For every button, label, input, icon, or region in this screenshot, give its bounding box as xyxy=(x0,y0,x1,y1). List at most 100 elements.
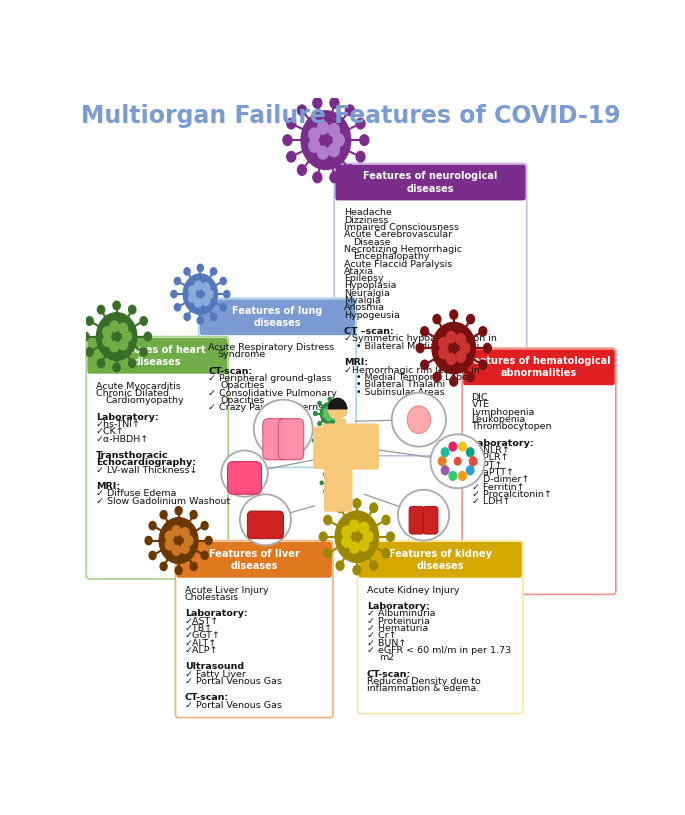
Circle shape xyxy=(326,474,341,492)
Text: Opacities: Opacities xyxy=(221,381,265,390)
Circle shape xyxy=(206,289,213,298)
Circle shape xyxy=(454,457,461,465)
Circle shape xyxy=(479,360,487,369)
FancyBboxPatch shape xyxy=(463,350,614,385)
FancyBboxPatch shape xyxy=(423,506,438,534)
FancyBboxPatch shape xyxy=(175,540,333,717)
Circle shape xyxy=(171,290,177,297)
Text: Acute Kidney Injury: Acute Kidney Injury xyxy=(367,586,460,595)
Text: ✓ Peripheral ground-glass: ✓ Peripheral ground-glass xyxy=(208,374,332,383)
Circle shape xyxy=(119,323,127,333)
Circle shape xyxy=(334,478,338,482)
Circle shape xyxy=(332,493,335,496)
FancyBboxPatch shape xyxy=(247,511,284,539)
Circle shape xyxy=(175,566,182,575)
Ellipse shape xyxy=(398,490,449,540)
Circle shape xyxy=(370,561,377,570)
FancyBboxPatch shape xyxy=(462,348,616,594)
Text: ✓ALT↑: ✓ALT↑ xyxy=(185,639,217,648)
Circle shape xyxy=(195,281,202,290)
Text: Ultrasound: Ultrasound xyxy=(185,663,244,672)
Text: ✓ BUN↑: ✓ BUN↑ xyxy=(367,639,406,648)
Circle shape xyxy=(450,310,458,319)
Text: Laboratory:: Laboratory: xyxy=(471,438,534,447)
FancyBboxPatch shape xyxy=(335,420,346,426)
Text: • Medial Temporal Lobes: • Medial Temporal Lobes xyxy=(356,373,473,382)
Text: Echocardiography:: Echocardiography: xyxy=(96,458,196,467)
Circle shape xyxy=(318,121,329,134)
Circle shape xyxy=(449,472,456,480)
Circle shape xyxy=(439,337,449,349)
Circle shape xyxy=(416,343,424,353)
Circle shape xyxy=(332,411,336,416)
Text: Ataxia: Ataxia xyxy=(344,267,374,275)
Circle shape xyxy=(202,283,210,292)
Circle shape xyxy=(439,347,449,359)
Circle shape xyxy=(433,372,441,381)
Text: ✓ Diffuse Edema: ✓ Diffuse Edema xyxy=(96,490,176,499)
Circle shape xyxy=(197,317,203,324)
Circle shape xyxy=(466,447,474,456)
Text: ✓Hemorrhagic rim lesions in: ✓Hemorrhagic rim lesions in xyxy=(344,366,480,375)
Circle shape xyxy=(484,343,491,353)
Circle shape xyxy=(321,437,324,441)
Circle shape xyxy=(342,526,351,537)
Text: Features of heart
diseases: Features of heart diseases xyxy=(110,345,205,367)
Circle shape xyxy=(320,481,323,484)
Circle shape xyxy=(447,354,456,364)
Text: ✓ PLR↑: ✓ PLR↑ xyxy=(471,453,508,462)
Circle shape xyxy=(129,306,136,314)
Text: Opacities: Opacities xyxy=(221,396,265,405)
Text: ✓ NLR↑: ✓ NLR↑ xyxy=(471,446,510,455)
Ellipse shape xyxy=(430,434,485,488)
Circle shape xyxy=(466,315,475,324)
Text: Thrombocytopen: Thrombocytopen xyxy=(471,422,552,431)
Circle shape xyxy=(190,510,197,519)
Text: Acute Flaccid Paralysis: Acute Flaccid Paralysis xyxy=(344,259,452,268)
Circle shape xyxy=(333,447,336,451)
Circle shape xyxy=(297,105,306,116)
Circle shape xyxy=(328,438,332,443)
Circle shape xyxy=(441,466,449,474)
Circle shape xyxy=(359,540,369,551)
Circle shape xyxy=(309,128,320,141)
Circle shape xyxy=(338,402,342,405)
Circle shape xyxy=(349,542,359,553)
Text: ✓CK↑: ✓CK↑ xyxy=(96,427,125,436)
Circle shape xyxy=(469,457,477,465)
Circle shape xyxy=(149,551,156,560)
Circle shape xyxy=(140,317,147,325)
Circle shape xyxy=(314,412,317,416)
Text: CT-scan:: CT-scan: xyxy=(185,694,229,703)
Text: ✓ Albuminuria: ✓ Albuminuria xyxy=(367,610,436,619)
Circle shape xyxy=(309,139,320,152)
FancyBboxPatch shape xyxy=(263,419,288,460)
Circle shape xyxy=(181,527,189,538)
Text: ✓AST↑: ✓AST↑ xyxy=(185,617,219,626)
Wedge shape xyxy=(327,398,347,409)
Circle shape xyxy=(159,518,198,563)
Text: Laboratory:: Laboratory: xyxy=(185,610,247,619)
Text: Anosmia: Anosmia xyxy=(344,303,385,312)
Circle shape xyxy=(188,286,196,295)
Circle shape xyxy=(327,435,330,439)
Text: VTE: VTE xyxy=(471,400,490,409)
FancyBboxPatch shape xyxy=(177,542,332,578)
Circle shape xyxy=(382,515,390,525)
Circle shape xyxy=(331,477,334,481)
FancyBboxPatch shape xyxy=(348,427,362,469)
Circle shape xyxy=(329,143,339,156)
Circle shape xyxy=(113,363,121,372)
Circle shape xyxy=(323,434,327,438)
Circle shape xyxy=(201,551,208,560)
FancyBboxPatch shape xyxy=(199,298,356,467)
Circle shape xyxy=(336,438,339,442)
Circle shape xyxy=(197,264,203,271)
Circle shape xyxy=(328,397,332,401)
Circle shape xyxy=(327,407,331,412)
Circle shape xyxy=(343,448,346,452)
Circle shape xyxy=(324,515,332,525)
Circle shape xyxy=(283,134,292,145)
Circle shape xyxy=(338,457,342,462)
Text: inflammation & edema.: inflammation & edema. xyxy=(367,685,480,694)
